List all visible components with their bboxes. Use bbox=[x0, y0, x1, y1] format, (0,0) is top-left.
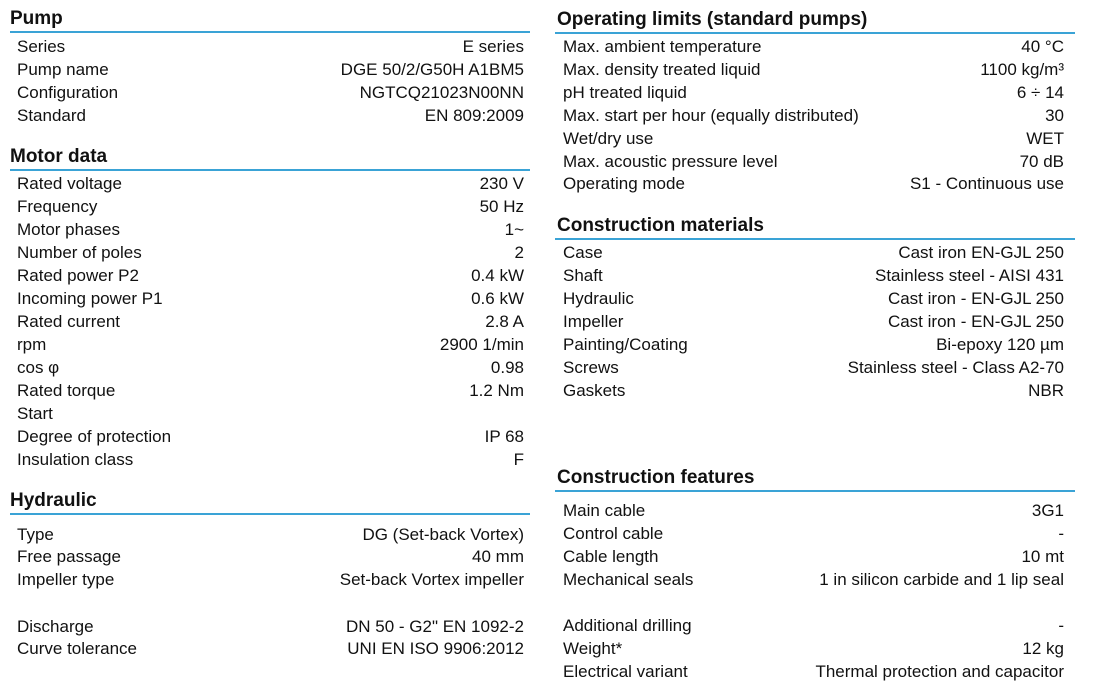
row-label: Wet/dry use bbox=[563, 129, 654, 148]
row-label: Type bbox=[17, 525, 54, 544]
row-value: Stainless steel - Class A2-70 bbox=[847, 358, 1064, 377]
section-title: Operating limits (standard pumps) bbox=[557, 9, 868, 30]
row-value: DN 50 - G2" EN 1092-2 bbox=[345, 617, 524, 636]
section-title: Construction features bbox=[557, 467, 755, 488]
row-label: Rated torque bbox=[17, 381, 116, 400]
row-value: 12 kg bbox=[1022, 639, 1064, 658]
row-label: Mechanical seals bbox=[563, 570, 694, 589]
section-title: Hydraulic bbox=[10, 490, 97, 511]
row-value: UNI EN ISO 9906:2012 bbox=[347, 639, 524, 658]
row-value: NBR bbox=[1028, 381, 1064, 400]
row-label: Hydraulic bbox=[563, 289, 634, 308]
row-label: Shaft bbox=[563, 266, 603, 285]
row-value: 1.2 Nm bbox=[469, 381, 524, 400]
section-underline bbox=[10, 169, 530, 171]
row-value: 10 mt bbox=[1021, 547, 1064, 566]
row-label: Pump name bbox=[17, 60, 109, 79]
row-value: Cast iron - EN-GJL 250 bbox=[887, 289, 1064, 308]
row-value: Cast iron EN-GJL 250 bbox=[898, 243, 1064, 262]
row-value: 40 °C bbox=[1021, 37, 1064, 56]
row-label: Rated power P2 bbox=[17, 266, 139, 285]
section-underline bbox=[10, 31, 530, 33]
section-title: Motor data bbox=[10, 146, 108, 167]
row-value: 0.98 bbox=[490, 358, 524, 377]
row-label: Configuration bbox=[17, 83, 119, 102]
section-underline bbox=[555, 238, 1075, 240]
row-label: Case bbox=[563, 243, 603, 262]
row-value: 3G1 bbox=[1031, 501, 1064, 520]
row-label: Frequency bbox=[17, 197, 98, 216]
row-value: 2900 1/min bbox=[439, 335, 524, 354]
row-label: Painting/Coating bbox=[563, 335, 688, 354]
row-label: Additional drilling bbox=[563, 616, 692, 635]
row-label: Standard bbox=[17, 106, 86, 125]
row-value: 0.6 kW bbox=[471, 289, 524, 308]
row-value: IP 68 bbox=[484, 427, 524, 446]
row-value: 70 dB bbox=[1019, 152, 1064, 171]
row-label: Series bbox=[17, 37, 66, 56]
row-value: 1~ bbox=[504, 220, 524, 239]
row-label: Rated voltage bbox=[17, 174, 122, 193]
row-value: 0.4 kW bbox=[471, 266, 524, 285]
row-value: DG (Set-back Vortex) bbox=[362, 525, 524, 544]
section-title: Pump bbox=[10, 8, 63, 29]
row-label: Rated current bbox=[17, 312, 120, 331]
row-label: Weight* bbox=[563, 639, 623, 658]
row-value: NGTCQ21023N00NN bbox=[359, 83, 524, 102]
row-value: F bbox=[513, 450, 524, 469]
row-value: 1 in silicon carbide and 1 lip seal bbox=[819, 570, 1064, 589]
row-label: Curve tolerance bbox=[17, 639, 138, 658]
row-value: 30 bbox=[1045, 106, 1064, 125]
row-value: Set-back Vortex impeller bbox=[339, 570, 524, 589]
section-underline bbox=[555, 490, 1075, 492]
row-label: Incoming power P1 bbox=[17, 289, 163, 308]
row-value: 6 ÷ 14 bbox=[1016, 83, 1064, 102]
row-value: - bbox=[1058, 524, 1064, 543]
row-value: Stainless steel - AISI 431 bbox=[875, 266, 1064, 285]
row-label: Max. density treated liquid bbox=[563, 60, 761, 79]
row-value: Bi-epoxy 120 µm bbox=[936, 335, 1064, 354]
row-value: S1 - Continuous use bbox=[909, 174, 1064, 193]
row-label: Main cable bbox=[563, 501, 646, 520]
row-label: Number of poles bbox=[17, 243, 142, 262]
row-label: Degree of protection bbox=[17, 427, 172, 446]
row-label: Gaskets bbox=[563, 381, 626, 400]
row-value: - bbox=[1058, 616, 1064, 635]
row-label: Max. acoustic pressure level bbox=[563, 152, 778, 171]
section-underline bbox=[10, 513, 530, 515]
row-label: Control cable bbox=[563, 524, 664, 543]
row-label: cos φ bbox=[17, 358, 60, 377]
row-label: Max. ambient temperature bbox=[563, 37, 762, 56]
row-value: 40 mm bbox=[472, 547, 524, 566]
row-value: 2 bbox=[514, 243, 524, 262]
row-label: Motor phases bbox=[17, 220, 120, 239]
section-title: Construction materials bbox=[557, 215, 764, 236]
row-label: Screws bbox=[563, 358, 619, 377]
row-label: pH treated liquid bbox=[563, 83, 687, 102]
row-value: 50 Hz bbox=[479, 197, 524, 216]
row-label: Cable length bbox=[563, 547, 659, 566]
row-label: Insulation class bbox=[17, 450, 134, 469]
row-label: Operating mode bbox=[563, 174, 685, 193]
row-label: Impeller type bbox=[17, 570, 115, 589]
row-label: Start bbox=[17, 404, 53, 423]
section-underline bbox=[555, 32, 1075, 34]
row-label: rpm bbox=[17, 335, 47, 354]
row-value: 2.8 A bbox=[485, 312, 524, 331]
row-value: 230 V bbox=[479, 174, 524, 193]
row-value: WET bbox=[1026, 129, 1064, 148]
row-value: EN 809:2009 bbox=[424, 106, 524, 125]
row-label: Discharge bbox=[17, 617, 94, 636]
row-value: 1100 kg/m³ bbox=[980, 60, 1064, 79]
row-value: Cast iron - EN-GJL 250 bbox=[887, 312, 1064, 331]
row-value: Thermal protection and capacitor bbox=[815, 662, 1064, 681]
row-value: DGE 50/2/G50H A1BM5 bbox=[340, 60, 524, 79]
row-label: Max. start per hour (equally distributed… bbox=[563, 106, 859, 125]
row-label: Free passage bbox=[17, 547, 121, 566]
row-label: Impeller bbox=[563, 312, 624, 331]
row-value: E series bbox=[462, 37, 524, 56]
row-label: Electrical variant bbox=[563, 662, 688, 681]
